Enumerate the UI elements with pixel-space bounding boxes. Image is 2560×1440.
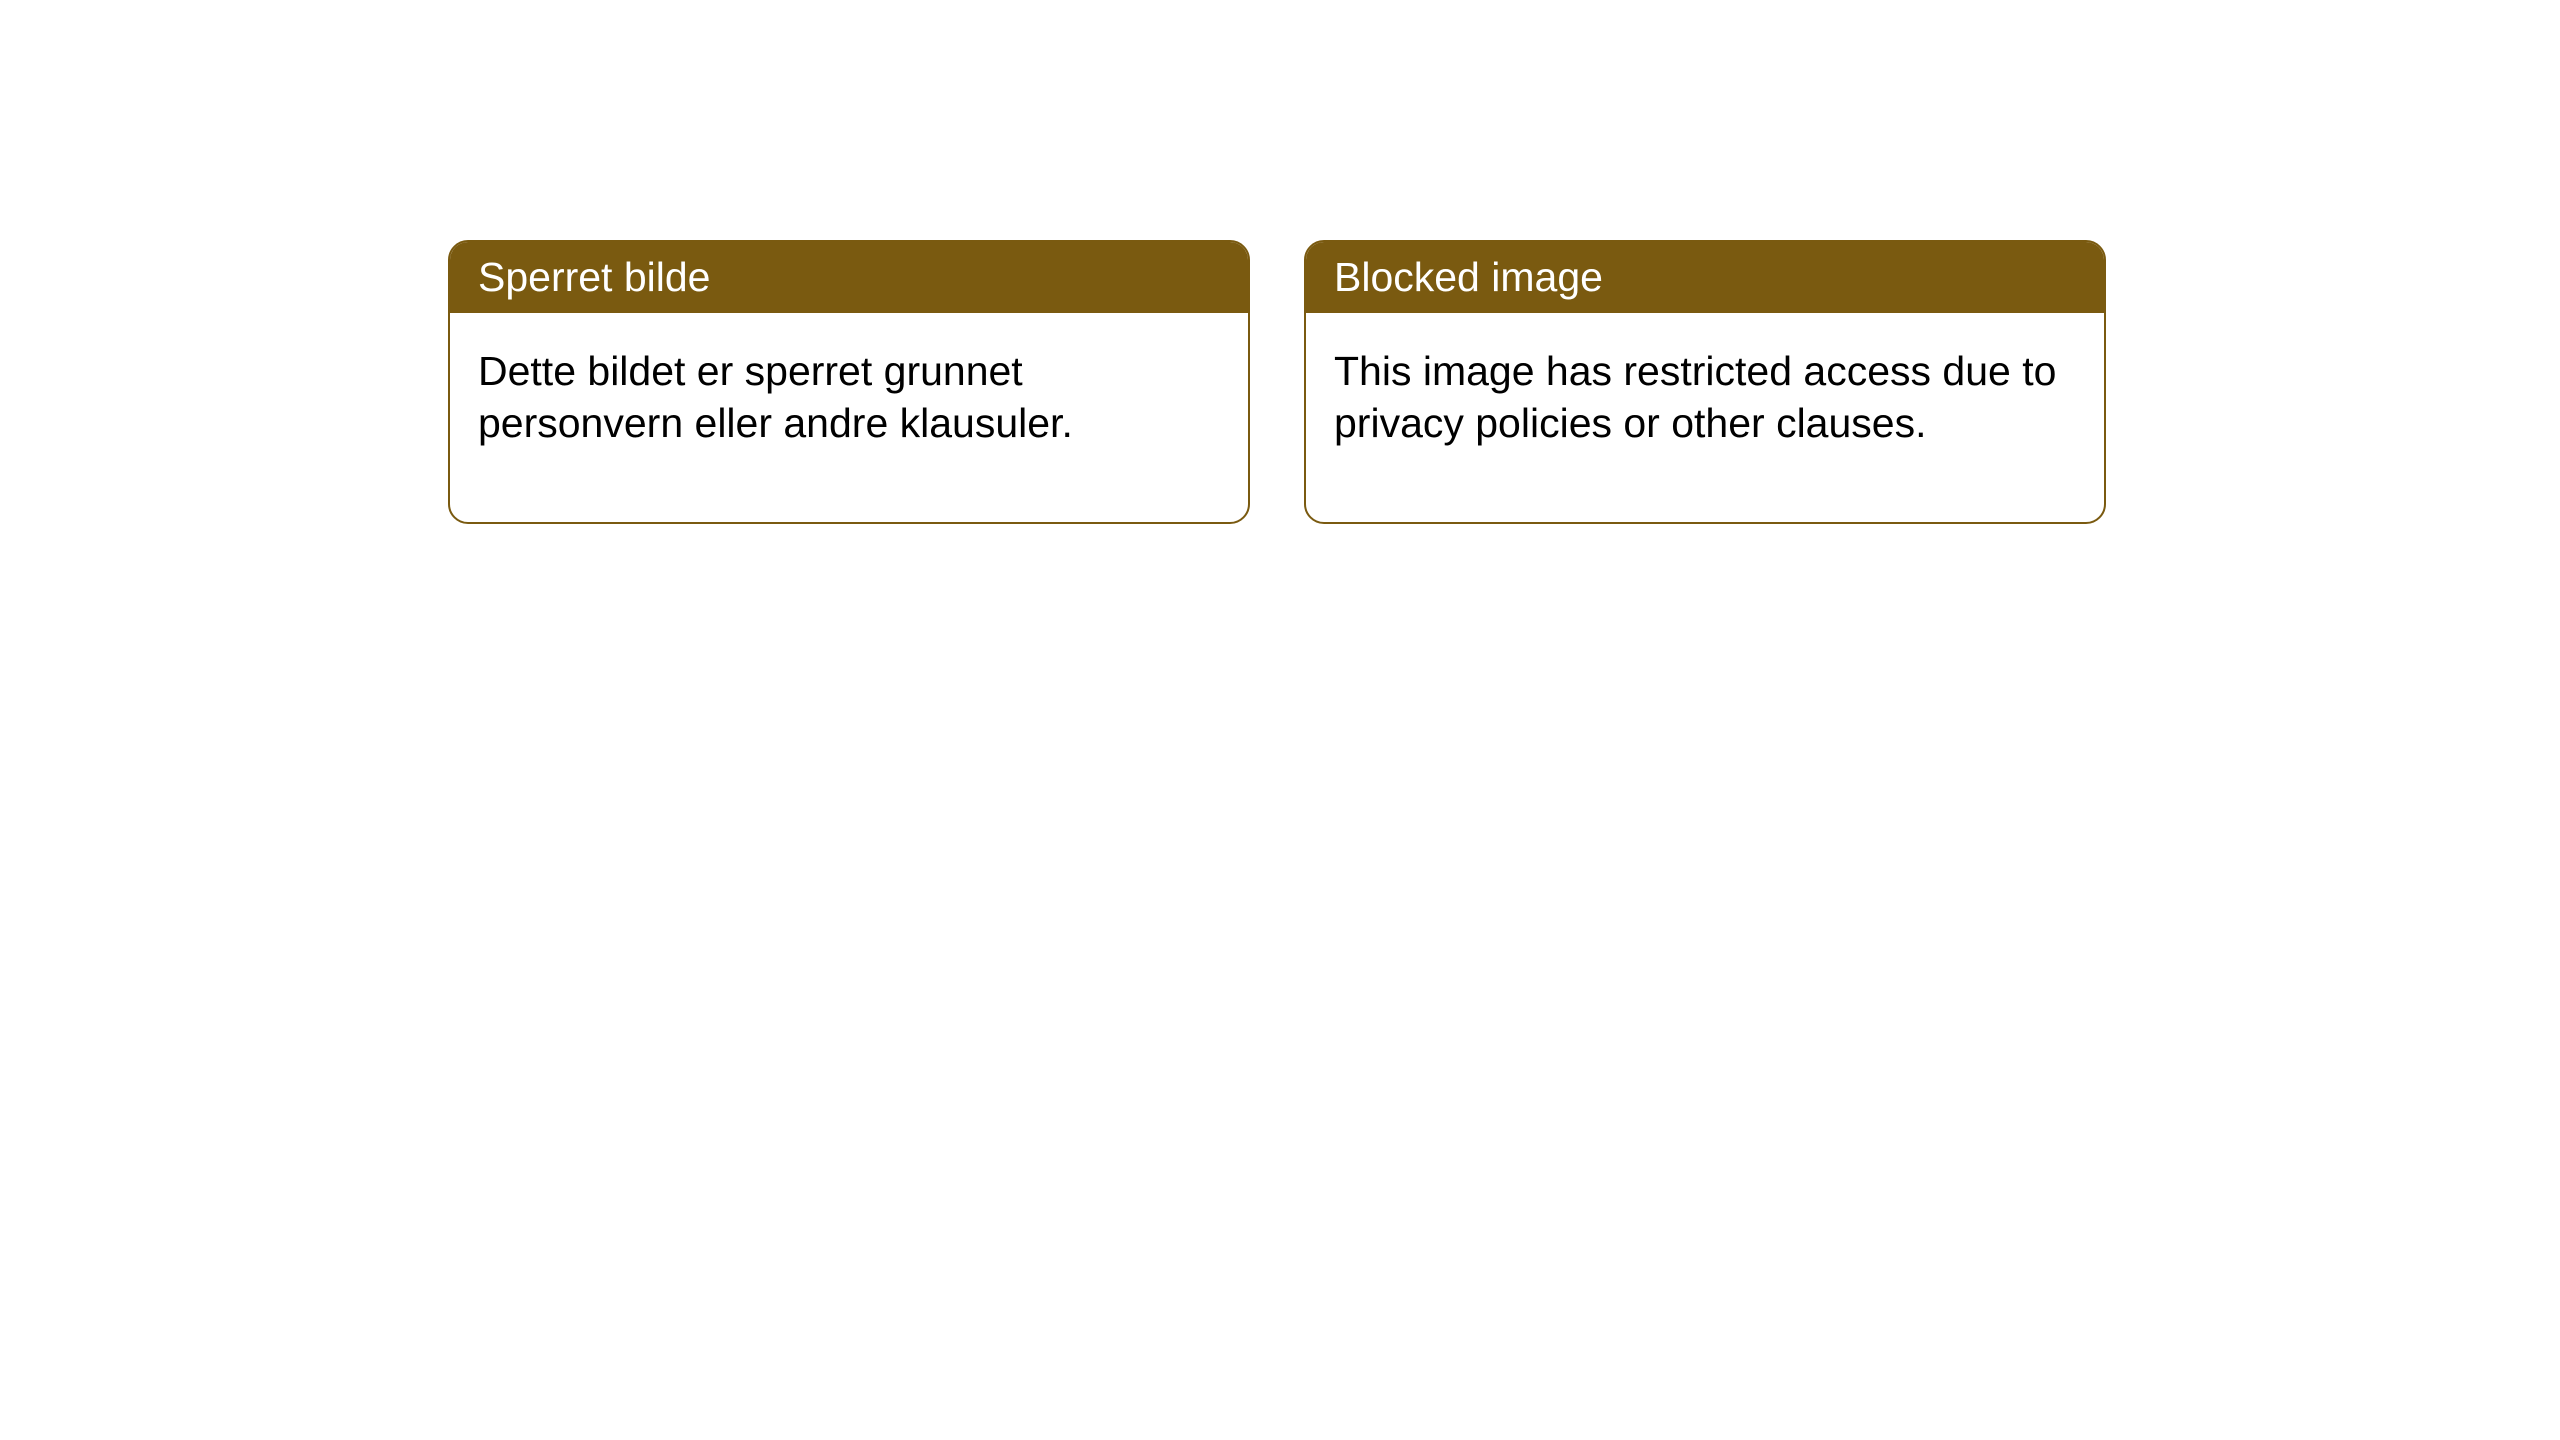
card-body-text: Dette bildet er sperret grunnet personve… xyxy=(478,348,1073,446)
notice-card-norwegian: Sperret bilde Dette bildet er sperret gr… xyxy=(448,240,1250,524)
notice-card-english: Blocked image This image has restricted … xyxy=(1304,240,2106,524)
card-title: Sperret bilde xyxy=(478,254,710,300)
card-header-english: Blocked image xyxy=(1306,242,2104,313)
card-title: Blocked image xyxy=(1334,254,1603,300)
card-body-text: This image has restricted access due to … xyxy=(1334,348,2056,446)
notice-cards-container: Sperret bilde Dette bildet er sperret gr… xyxy=(448,240,2106,524)
card-body-norwegian: Dette bildet er sperret grunnet personve… xyxy=(450,313,1248,522)
card-body-english: This image has restricted access due to … xyxy=(1306,313,2104,522)
card-header-norwegian: Sperret bilde xyxy=(450,242,1248,313)
